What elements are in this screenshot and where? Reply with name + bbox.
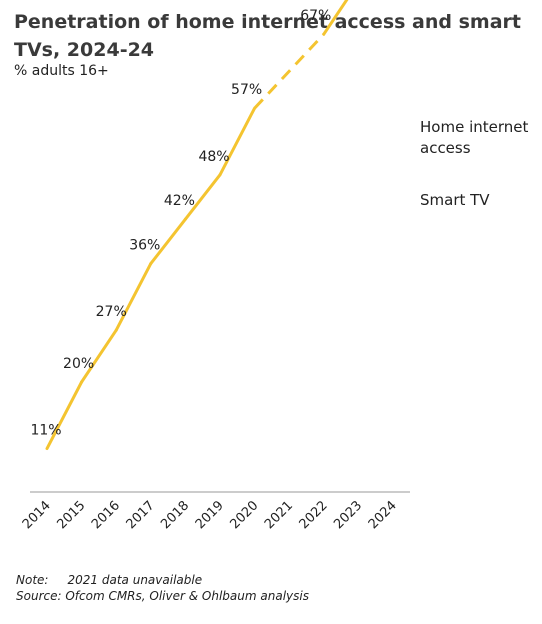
data-label: 67%: [300, 8, 331, 24]
footnote-source: Source: Ofcom CMRs, Oliver & Ohlbaum ana…: [16, 589, 309, 603]
x-tick-label: 2024: [366, 498, 400, 532]
chart-title: Penetration of home internet access and …: [14, 11, 521, 61]
series-line-segment: [80, 328, 118, 384]
x-tick-label: 2021: [262, 498, 296, 532]
series-line-segment: [149, 217, 187, 266]
x-tick-label: 2020: [227, 498, 261, 532]
chart-subtitle: % adults 16+: [14, 63, 109, 79]
data-label: 36%: [129, 238, 160, 254]
x-tick-label: 2017: [124, 498, 158, 532]
legend-label: Smart TV: [420, 191, 490, 209]
data-label: 27%: [96, 304, 127, 320]
data-label: 11%: [30, 423, 61, 439]
legend-label: Home internet: [420, 118, 528, 136]
series-line-segment: [45, 380, 84, 451]
footnote-note: Note: 2021 data unavailable: [16, 573, 203, 587]
data-label: 20%: [63, 356, 94, 372]
x-tick-label: 2022: [297, 498, 331, 532]
x-tick-label: 2023: [331, 498, 365, 532]
series-line-segment: [183, 173, 222, 221]
series-line-segment: [218, 106, 257, 177]
legend-label: access: [420, 139, 471, 157]
x-tick-label: 2016: [89, 498, 123, 532]
x-tick-label: 2018: [158, 498, 192, 532]
x-tick-label: 2019: [193, 498, 227, 532]
series-line-segment: [322, 0, 349, 36]
x-tick-label: 2015: [54, 498, 88, 532]
data-label: 42%: [164, 193, 195, 209]
series-line-gap-dashed: [253, 33, 325, 110]
line-chart: 2014 2015 2016 2017 2018 2019 2020 2021 2022 2023…: [20, 0, 528, 532]
series-line-segment: [114, 262, 153, 332]
x-tick-label: 2014: [20, 498, 54, 532]
data-label: 48%: [198, 149, 229, 165]
data-label: 57%: [231, 82, 262, 98]
